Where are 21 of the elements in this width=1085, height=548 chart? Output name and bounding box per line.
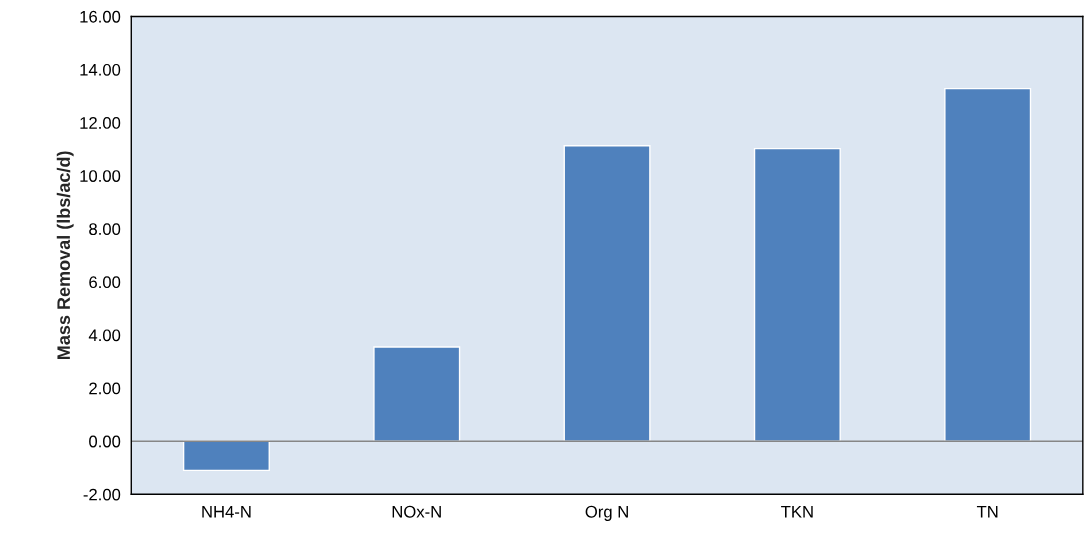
y-tick-label: 14.00 — [80, 63, 121, 76]
y-tick-label: -2.00 — [83, 488, 121, 501]
y-tick-label: 2.00 — [89, 382, 121, 395]
x-tick-label: TKN — [781, 506, 813, 518]
y-tick-label: 4.00 — [88, 329, 121, 342]
bar — [373, 346, 461, 442]
y-tick-label: 12.00 — [80, 117, 121, 129]
y-tick-label: 16.00 — [80, 10, 121, 23]
bar — [753, 147, 841, 442]
bar — [563, 145, 651, 442]
y-tick-label: 6.00 — [89, 276, 121, 289]
bar — [944, 87, 1032, 442]
y-axis-title: Mass Removal (lbs/ac/d) — [56, 151, 74, 360]
bar — [182, 440, 270, 472]
y-tick-label: 10.00 — [80, 170, 121, 182]
y-tick-label: 8.00 — [89, 223, 121, 236]
x-tick-label: TN — [976, 506, 998, 518]
y-tick-label: 0.00 — [89, 435, 121, 448]
x-tick-label: NOx-N — [392, 505, 441, 518]
x-tick-label: Org N — [585, 505, 628, 521]
x-tick-label: NH4-N — [202, 506, 251, 518]
